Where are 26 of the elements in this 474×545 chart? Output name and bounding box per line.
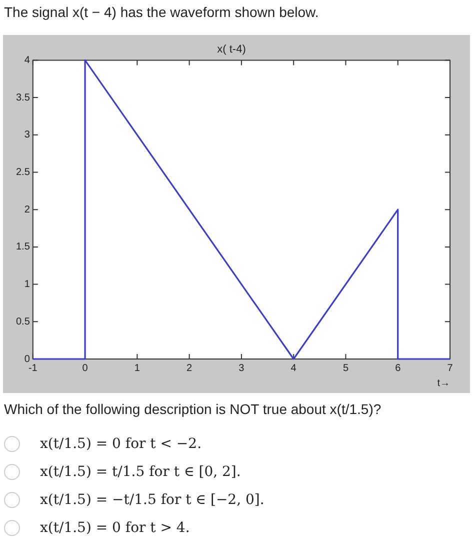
y-tick-label: 4 [24, 54, 30, 66]
chart-title: x( t-4) [217, 44, 246, 56]
x-tick-label: 2 [186, 362, 193, 374]
x-tick-label: 4 [290, 362, 297, 374]
text: The signal x(t − 4) has the waveform shown below. [4, 4, 319, 20]
y-tick-label: 3.5 [16, 92, 30, 104]
y-tick-label: 3 [24, 130, 30, 141]
text: x(t/1.5) = −t/1.5 for t ∈ [−2, 0]. [40, 492, 264, 508]
x-tick-label: 6 [395, 362, 402, 374]
text: Which of the following description is NOT true about x(t/1.5)? [4, 401, 382, 417]
y-tick-label: 1 [24, 279, 30, 290]
x-tick-label: 3 [238, 362, 245, 374]
x-tick-label: -1 [28, 362, 38, 374]
y-tick-label: 2 [24, 204, 30, 216]
x-tick-label: 0 [82, 362, 88, 374]
x-tick-label: 7 [447, 362, 454, 374]
y-tick-label: 0 [24, 354, 30, 365]
text: x(t/1.5) = 0 for t < −2. [40, 436, 202, 452]
y-tick-label: 2.5 [16, 167, 30, 178]
x-axis-title: t→ [437, 378, 450, 389]
y-tick-label: 1.5 [16, 242, 30, 253]
y-tick-label: 0.5 [16, 316, 30, 328]
x-tick-label: 1 [134, 362, 140, 374]
text: x(t/1.5) = 0 for t > 4. [40, 520, 190, 536]
text: x(t/1.5) = t/1.5 for t ∈ [0, 2]. [40, 464, 241, 480]
x-tick-label: 5 [342, 362, 349, 374]
